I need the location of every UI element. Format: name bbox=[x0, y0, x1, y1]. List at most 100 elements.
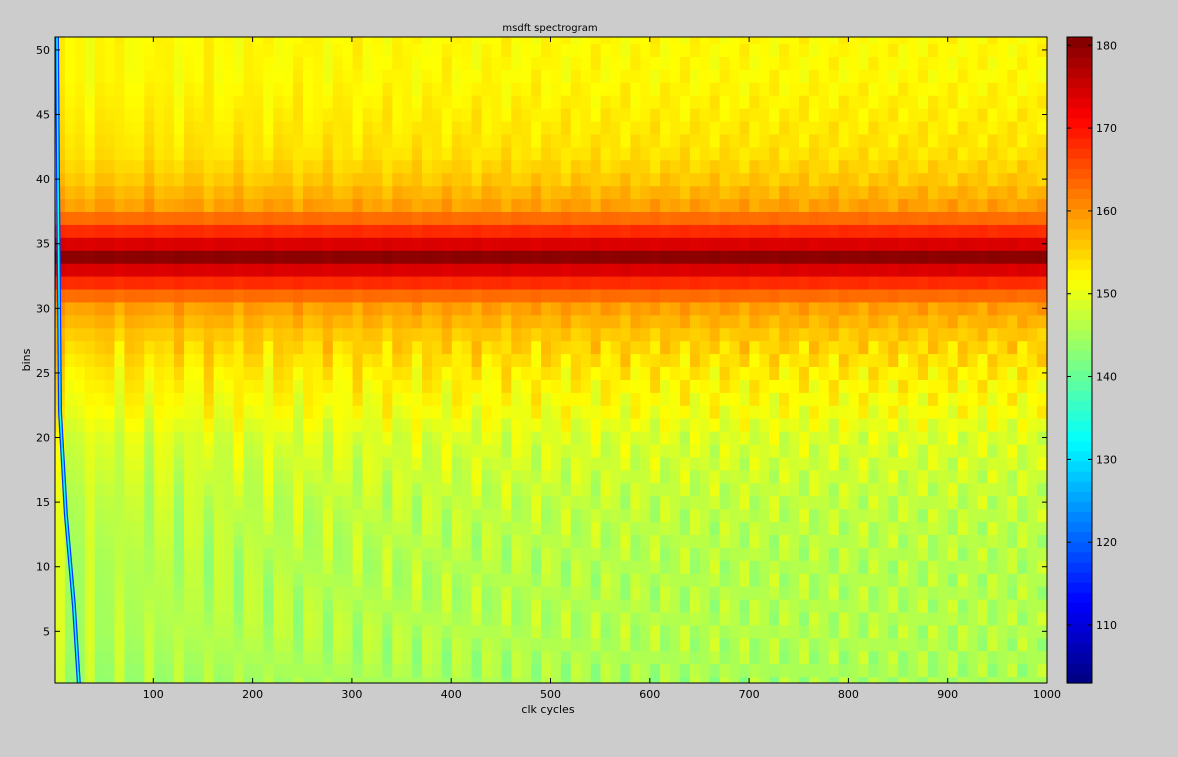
heatmap-cell bbox=[551, 456, 562, 471]
heatmap-cell bbox=[451, 276, 463, 290]
heatmap-cell bbox=[848, 353, 860, 367]
heatmap-cell bbox=[164, 586, 175, 600]
heatmap-cell bbox=[382, 431, 393, 445]
heatmap-cell bbox=[610, 547, 621, 561]
heatmap-cell bbox=[650, 431, 661, 445]
heatmap-cell bbox=[481, 301, 493, 316]
heatmap-cell bbox=[491, 637, 502, 652]
heatmap-cell bbox=[888, 95, 899, 109]
heatmap-cell bbox=[362, 224, 373, 238]
heatmap-cell bbox=[283, 431, 294, 445]
heatmap-cell bbox=[511, 301, 522, 316]
heatmap-cell bbox=[551, 301, 562, 316]
heatmap-cell bbox=[600, 69, 612, 83]
heatmap-cell bbox=[154, 456, 165, 471]
heatmap-cell bbox=[689, 82, 701, 96]
heatmap-cell bbox=[451, 133, 463, 148]
heatmap-cell bbox=[144, 560, 155, 574]
heatmap-cell bbox=[977, 172, 989, 187]
heatmap-cell bbox=[868, 211, 879, 225]
heatmap-cell bbox=[937, 599, 949, 613]
heatmap-cell bbox=[630, 301, 641, 316]
heatmap-cell bbox=[273, 69, 284, 83]
heatmap-cell bbox=[332, 108, 344, 122]
heatmap-cell bbox=[947, 418, 959, 432]
heatmap-cell bbox=[888, 663, 899, 678]
heatmap-cell bbox=[243, 172, 254, 187]
heatmap-cell bbox=[412, 146, 423, 161]
heatmap-cell bbox=[769, 676, 780, 683]
heatmap-cell bbox=[253, 637, 264, 652]
heatmap-cell bbox=[84, 146, 96, 161]
heatmap-cell bbox=[769, 69, 780, 83]
heatmap-cell bbox=[769, 521, 780, 535]
heatmap-cell bbox=[451, 301, 463, 316]
heatmap-cell bbox=[233, 560, 245, 574]
heatmap-cell bbox=[74, 573, 86, 587]
heatmap-cell bbox=[987, 469, 998, 484]
heatmap-cell bbox=[402, 508, 413, 523]
heatmap-cell bbox=[967, 95, 979, 109]
heatmap-cell bbox=[64, 340, 76, 355]
heatmap-cell bbox=[709, 366, 721, 380]
heatmap-cell bbox=[104, 301, 116, 316]
heatmap-cell bbox=[174, 276, 185, 290]
heatmap-cell bbox=[283, 676, 294, 683]
heatmap-cell bbox=[650, 676, 661, 683]
heatmap-cell bbox=[699, 573, 711, 587]
heatmap-cell bbox=[838, 508, 850, 523]
heatmap-cell bbox=[759, 547, 770, 561]
heatmap-cell bbox=[749, 288, 760, 303]
heatmap-cell bbox=[650, 133, 661, 148]
heatmap-cell bbox=[432, 560, 443, 574]
heatmap-cell bbox=[680, 444, 691, 458]
heatmap-cell bbox=[759, 534, 770, 548]
heatmap-cell bbox=[114, 159, 125, 174]
heatmap-cell bbox=[134, 379, 145, 393]
heatmap-cell bbox=[868, 43, 879, 57]
heatmap-cell bbox=[154, 405, 165, 419]
heatmap-cell bbox=[957, 133, 969, 148]
heatmap-cell bbox=[451, 263, 463, 277]
heatmap-cell bbox=[491, 263, 502, 277]
heatmap-cell bbox=[898, 69, 909, 83]
heatmap-cell bbox=[263, 650, 274, 665]
heatmap-cell bbox=[838, 340, 850, 355]
heatmap-cell bbox=[501, 650, 512, 665]
heatmap-cell bbox=[600, 456, 612, 471]
heatmap-cell bbox=[312, 676, 324, 683]
heatmap-cell bbox=[441, 624, 453, 639]
heatmap-cell bbox=[55, 521, 66, 535]
heatmap-cell bbox=[769, 405, 780, 419]
heatmap-cell bbox=[769, 624, 780, 639]
heatmap-cell bbox=[243, 508, 254, 523]
heatmap-cell bbox=[580, 95, 592, 109]
heatmap-cell bbox=[630, 224, 641, 238]
heatmap-cell bbox=[709, 650, 721, 665]
heatmap-cell bbox=[64, 133, 76, 148]
heatmap-cell bbox=[362, 586, 373, 600]
heatmap-cell bbox=[600, 508, 612, 523]
heatmap-cell bbox=[283, 379, 294, 393]
heatmap-cell bbox=[560, 224, 572, 238]
heatmap-cell bbox=[342, 611, 354, 626]
heatmap-cell bbox=[719, 250, 731, 264]
heatmap-cell bbox=[560, 314, 572, 329]
heatmap-cell bbox=[838, 121, 850, 135]
heatmap-cell bbox=[818, 301, 830, 316]
heatmap-cell bbox=[1017, 276, 1028, 290]
heatmap-cell bbox=[680, 146, 691, 161]
heatmap-cell bbox=[193, 599, 205, 613]
heatmap-cell bbox=[987, 482, 998, 497]
heatmap-cell bbox=[273, 108, 284, 122]
heatmap-cell bbox=[491, 198, 502, 212]
heatmap-cell bbox=[253, 263, 264, 277]
heatmap-cell bbox=[918, 314, 929, 329]
heatmap-cell bbox=[570, 431, 582, 445]
heatmap-cell bbox=[560, 650, 572, 665]
heatmap-cell bbox=[997, 663, 1008, 678]
heatmap-cell bbox=[898, 456, 909, 471]
heatmap-cell bbox=[283, 43, 294, 57]
heatmap-cell bbox=[154, 573, 165, 587]
heatmap-cell bbox=[709, 676, 721, 683]
